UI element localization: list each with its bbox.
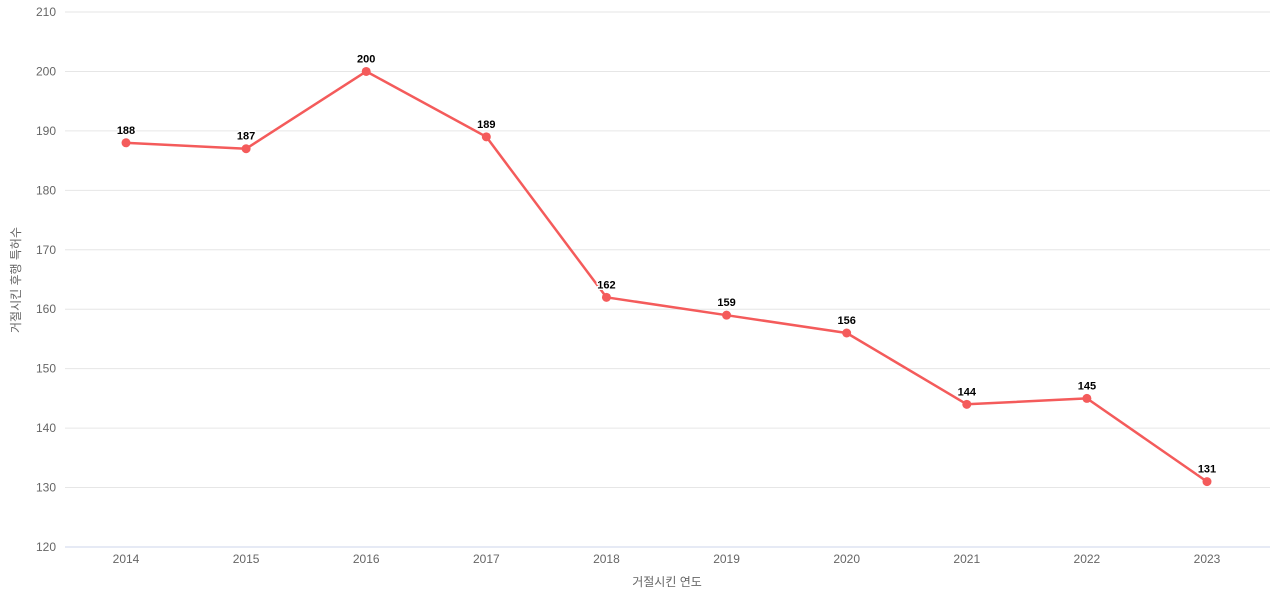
x-axis-tick-label: 2015	[233, 552, 260, 566]
x-axis-tick-label: 2016	[353, 552, 380, 566]
data-point-label: 131	[1198, 464, 1216, 476]
data-point-marker[interactable]	[1202, 477, 1212, 487]
data-point-marker[interactable]	[601, 292, 611, 302]
x-axis-tick-label: 2023	[1194, 552, 1221, 566]
data-point-marker[interactable]	[962, 399, 972, 409]
x-axis-tick-label: 2021	[953, 552, 980, 566]
x-axis-tick-label: 2019	[713, 552, 740, 566]
y-axis-tick-label: 130	[36, 481, 56, 495]
data-labels-group: 188 187 200 189 162 159 156 144 145 131	[115, 52, 1217, 477]
y-axis-tick-label: 210	[36, 5, 56, 19]
data-point-marker[interactable]	[361, 66, 371, 76]
gridlines-group	[65, 11, 1270, 548]
x-axis-title: 거절시킨 연도	[632, 575, 702, 589]
y-axis-tick-label: 160	[36, 302, 56, 316]
data-point-label: 189	[477, 119, 495, 131]
data-point-label: 144	[958, 386, 977, 398]
x-axis-tick-label: 2014	[113, 552, 140, 566]
data-point-marker[interactable]	[1082, 393, 1092, 403]
data-point-marker[interactable]	[121, 138, 131, 148]
data-point-marker[interactable]	[481, 132, 491, 142]
y-axis-title: 거절시킨 후행 특허수	[8, 227, 23, 333]
data-point-marker[interactable]	[842, 328, 852, 338]
data-point-label: 188	[117, 125, 135, 137]
data-point-label: 200	[357, 53, 375, 65]
x-axis-labels-group: 2014 2015 2016 2017 2018 2019 2020 2021 2022 2023	[113, 552, 1221, 566]
data-point-label: 162	[597, 279, 615, 291]
x-axis-tick-label: 2017	[473, 552, 500, 566]
y-axis-tick-label: 200	[36, 64, 56, 78]
y-axis-tick-label: 140	[36, 421, 56, 435]
data-point-label: 145	[1078, 380, 1096, 392]
x-axis-tick-label: 2018	[593, 552, 620, 566]
data-point-label: 159	[717, 297, 735, 309]
data-point-label: 156	[837, 315, 855, 327]
y-axis-tick-label: 120	[36, 540, 56, 554]
series-line	[124, 70, 1209, 483]
series-group	[121, 66, 1212, 487]
y-axis-tick-label: 170	[36, 243, 56, 257]
y-axis-tick-label: 190	[36, 124, 56, 138]
data-point-label: 187	[237, 131, 255, 143]
data-point-marker[interactable]	[722, 310, 732, 320]
x-axis-tick-label: 2022	[1074, 552, 1101, 566]
data-point-marker[interactable]	[241, 144, 251, 154]
x-axis-tick-label: 2020	[833, 552, 860, 566]
y-axis-tick-label: 180	[36, 183, 56, 197]
y-axis-labels-group: 120 130 140 150 160 170 180 190 200 210	[36, 5, 56, 554]
y-axis-tick-label: 150	[36, 362, 56, 376]
